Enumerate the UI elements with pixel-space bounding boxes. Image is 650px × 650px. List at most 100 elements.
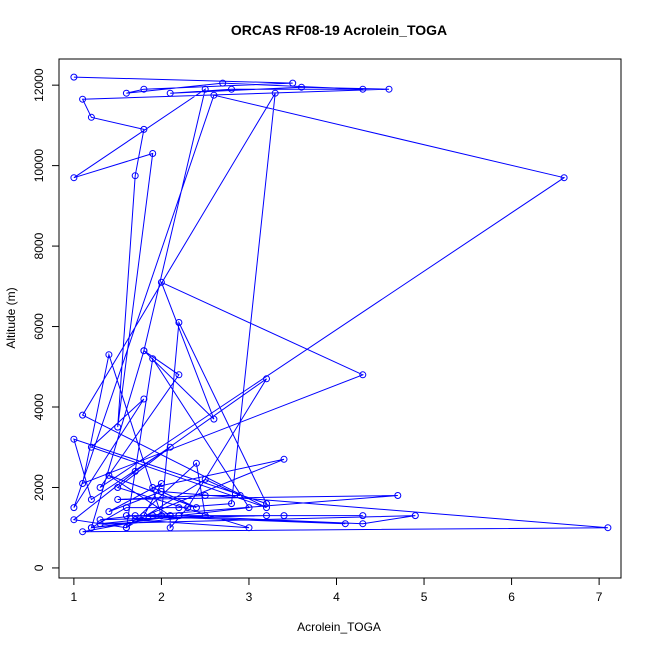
y-tick-label: 12000: [32, 68, 46, 102]
data-point: [192, 459, 200, 467]
data-point: [131, 516, 139, 524]
data-point: [131, 512, 139, 520]
data-point: [114, 423, 122, 431]
data-point: [149, 512, 157, 520]
x-tick-label: 4: [333, 590, 340, 604]
y-tick-label: 10000: [32, 149, 46, 183]
data-point: [70, 435, 78, 443]
data-point: [201, 85, 209, 93]
series-line: [72, 76, 608, 533]
data-point: [166, 512, 174, 520]
data-point: [385, 85, 393, 93]
data-point: [166, 89, 174, 97]
data-point: [245, 524, 253, 532]
data-point: [122, 89, 130, 97]
data-point: [228, 500, 235, 508]
data-point: [114, 496, 122, 503]
data-point: [604, 524, 612, 532]
data-point: [149, 150, 157, 157]
data-point: [175, 371, 183, 379]
data-point: [236, 492, 244, 499]
x-axis-title: Acrolein_TOGA: [297, 620, 381, 634]
y-tick-label: 0: [32, 564, 46, 571]
x-tick-label: 1: [71, 590, 78, 604]
data-point: [210, 91, 218, 99]
data-point: [140, 347, 148, 355]
data-point: [201, 475, 209, 483]
data-point: [175, 319, 183, 326]
data-point: [289, 79, 297, 87]
data-point: [263, 504, 270, 512]
data-point: [87, 443, 95, 451]
data-point: [271, 89, 279, 97]
data-point: [70, 73, 78, 81]
data-point: [87, 524, 95, 532]
data-point: [560, 174, 568, 182]
data-point: [201, 512, 209, 520]
data-point: [105, 471, 113, 479]
chart-title: ORCAS RF08-19 Acrolein_TOGA: [231, 22, 447, 38]
data-point: [157, 488, 165, 495]
data-point: [70, 174, 78, 182]
data-point: [87, 496, 95, 503]
data-point: [131, 172, 139, 180]
y-axis-title: Altitude (m): [4, 287, 18, 348]
data-point: [149, 355, 157, 363]
series-acrolein-toga: [70, 73, 612, 536]
data-point: [411, 512, 419, 520]
x-tick-label: 5: [421, 590, 428, 604]
data-point: [210, 415, 218, 423]
data-point: [166, 524, 174, 532]
data-point: [192, 504, 200, 512]
data-point: [263, 512, 270, 520]
data-point: [359, 520, 367, 528]
data-point: [184, 504, 192, 512]
data-point: [96, 484, 104, 491]
data-point: [122, 504, 130, 512]
data-point: [105, 508, 113, 516]
data-point: [140, 512, 148, 520]
y-tick-label: 2000: [32, 474, 46, 501]
data-point: [70, 504, 78, 512]
x-tick-label: 3: [246, 590, 253, 604]
data-point: [280, 512, 288, 520]
y-tick-label: 4000: [32, 393, 46, 420]
data-point: [394, 492, 402, 499]
data-point: [263, 375, 270, 383]
data-point: [157, 512, 165, 520]
data-point: [140, 395, 148, 403]
data-point: [166, 443, 174, 451]
data-point: [140, 125, 148, 133]
data-point: [359, 371, 367, 379]
x-tick-label: 2: [158, 590, 165, 604]
x-axis: 1 2 3 4 5 6 7: [71, 577, 603, 604]
data-point: [114, 484, 122, 491]
data-point: [245, 504, 253, 512]
data-point: [219, 79, 227, 87]
data-point: [87, 113, 95, 121]
data-point: [298, 83, 305, 91]
data-point: [359, 512, 367, 520]
data-point: [175, 504, 183, 512]
data-point: [79, 411, 87, 419]
data-point: [149, 484, 157, 491]
data-point: [157, 480, 165, 487]
data-point: [70, 516, 78, 524]
data-point: [280, 455, 288, 463]
data-point: [175, 512, 183, 520]
data-point: [96, 516, 104, 524]
data-point: [341, 520, 349, 528]
data-point: [201, 492, 209, 499]
data-point: [359, 85, 367, 93]
y-axis: 0 2000 4000 6000 8000 10000 12000: [32, 68, 60, 571]
data-point: [122, 524, 130, 532]
data-point: [96, 520, 104, 528]
data-point: [228, 85, 235, 93]
data-point: [263, 500, 270, 508]
x-tick-label: 7: [596, 590, 603, 604]
y-tick-label: 8000: [32, 232, 46, 259]
x-tick-label: 6: [508, 590, 515, 604]
data-point: [140, 85, 148, 93]
